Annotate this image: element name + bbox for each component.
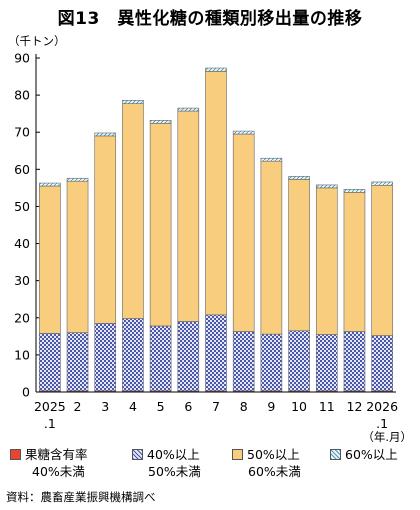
x-tick-label: 8 (240, 399, 248, 414)
legend-label-s2-line1: 40%以上 (147, 447, 200, 462)
legend-swatch-s3 (232, 449, 243, 460)
y-tick-label: 70 (14, 125, 30, 140)
bar-segment-s3 (122, 103, 144, 319)
bar-segment-s4 (39, 182, 61, 187)
legend-item-s4: 60%以上 (330, 446, 398, 463)
chart-title: 図13 異性化糖の種類別移出量の推移 (57, 9, 363, 29)
y-tick-label: 60 (14, 162, 30, 177)
x-tick-label: 12 (347, 399, 363, 414)
x-tick-label: 10 (291, 399, 307, 414)
legend-label-s3-line1: 50%以上 (247, 447, 300, 462)
legend-swatch-s2 (132, 449, 143, 460)
legend-swatch-s1 (10, 449, 21, 460)
x-tick-label: 6 (184, 399, 192, 414)
x-tick-label: 4 (129, 399, 137, 414)
bar-segment-s4 (122, 100, 144, 104)
y-tick-label: 20 (14, 310, 30, 325)
bar-segment-s3 (260, 160, 283, 335)
bar-segment-s2 (94, 323, 117, 392)
legend: 果糖含有率 40%未満 40%以上 50%未満 50%以上 60%未満 60%以… (0, 446, 420, 486)
bar-segment-s4 (260, 157, 283, 162)
y-tick-label: 90 (14, 51, 30, 66)
legend-item-s3: 50%以上 60%未満 (232, 446, 301, 480)
x-tick-label: 11 (319, 399, 335, 414)
legend-label-s3-line2: 60%未満 (248, 464, 301, 479)
x-tick-label: .1 (376, 416, 388, 431)
legend-label-s4-line1: 60%以上 (345, 447, 398, 462)
bar-segment-s2 (371, 335, 393, 392)
legend-item-s2: 40%以上 50%未満 (132, 446, 201, 480)
x-tick-label: .1 (44, 416, 56, 431)
legend-item-s1: 果糖含有率 40%未満 (10, 446, 88, 480)
bar-segment-s3 (315, 187, 338, 335)
bar-segment-s2 (315, 334, 338, 392)
bar-segment-s4 (343, 189, 366, 193)
x-tick-label: 3 (101, 399, 109, 414)
stacked-bar-chart: （千トン） 0 10 20 30 40 50 60 70 80 90 2025 .1 2 3 4 5 6 7 8 9 10… (8, 34, 412, 444)
y-tick-label: 30 (14, 273, 30, 288)
legend-label-s2-line2: 50%未満 (148, 464, 201, 479)
bar-segment-s2 (122, 318, 144, 392)
bar-segment-s3 (288, 179, 310, 332)
bar-segment-s3 (177, 110, 200, 322)
bar-segment-s4 (149, 120, 172, 124)
bar-segment-s4 (205, 67, 227, 72)
bar-segment-s4 (94, 132, 117, 137)
y-axis-label: （千トン） (8, 34, 66, 48)
y-tick-label: 10 (14, 347, 30, 362)
bar-segment-s2 (39, 333, 61, 392)
bar-segment-s4 (288, 176, 310, 180)
x-tick-label: 5 (157, 399, 165, 414)
y-tick-label: 50 (14, 199, 30, 214)
bar-segment-s4 (177, 107, 200, 112)
bar-segment-s2 (66, 332, 89, 392)
legend-label-s1-line2: 40%未満 (32, 464, 85, 479)
bar-segment-s2 (288, 330, 310, 392)
bar-segment-s2 (205, 314, 227, 392)
bar-segment-s3 (39, 185, 61, 334)
bar-segment-s3 (343, 192, 366, 332)
bar-segment-s3 (232, 133, 255, 332)
bar-segment-s4 (66, 177, 89, 182)
bar-segment-s2 (343, 331, 366, 392)
bar-segment-s4 (232, 130, 255, 135)
y-tick-label: 80 (14, 88, 30, 103)
x-tick-label: 7 (212, 399, 220, 414)
x-tick-label: 2026 (366, 399, 398, 414)
bar-segment-s3 (371, 184, 393, 336)
x-tick-label: 9 (267, 399, 275, 414)
legend-swatch-s4 (330, 449, 341, 460)
x-axis-unit: （年.月） (362, 430, 412, 444)
bar-segment-s2 (177, 321, 200, 392)
bar-segment-s3 (149, 123, 172, 327)
y-tick-label: 40 (14, 236, 30, 251)
source-note: 資料：農畜産業振興機構調べ (6, 490, 156, 504)
bar-segment-s2 (260, 333, 283, 392)
bar-segment-s2 (232, 331, 255, 392)
bar-segment-s2 (149, 325, 172, 392)
bar-segment-s4 (371, 181, 393, 186)
y-tick-label: 0 (22, 385, 30, 400)
x-tick-label: 2 (74, 399, 82, 414)
bar-segment-s3 (94, 135, 117, 324)
legend-label-s1-line1: 果糖含有率 (25, 447, 88, 462)
bar-segment-s3 (205, 71, 227, 316)
bar-segment-s3 (66, 180, 89, 333)
bar-segment-s4 (315, 184, 338, 189)
x-tick-label: 2025 (34, 399, 66, 414)
